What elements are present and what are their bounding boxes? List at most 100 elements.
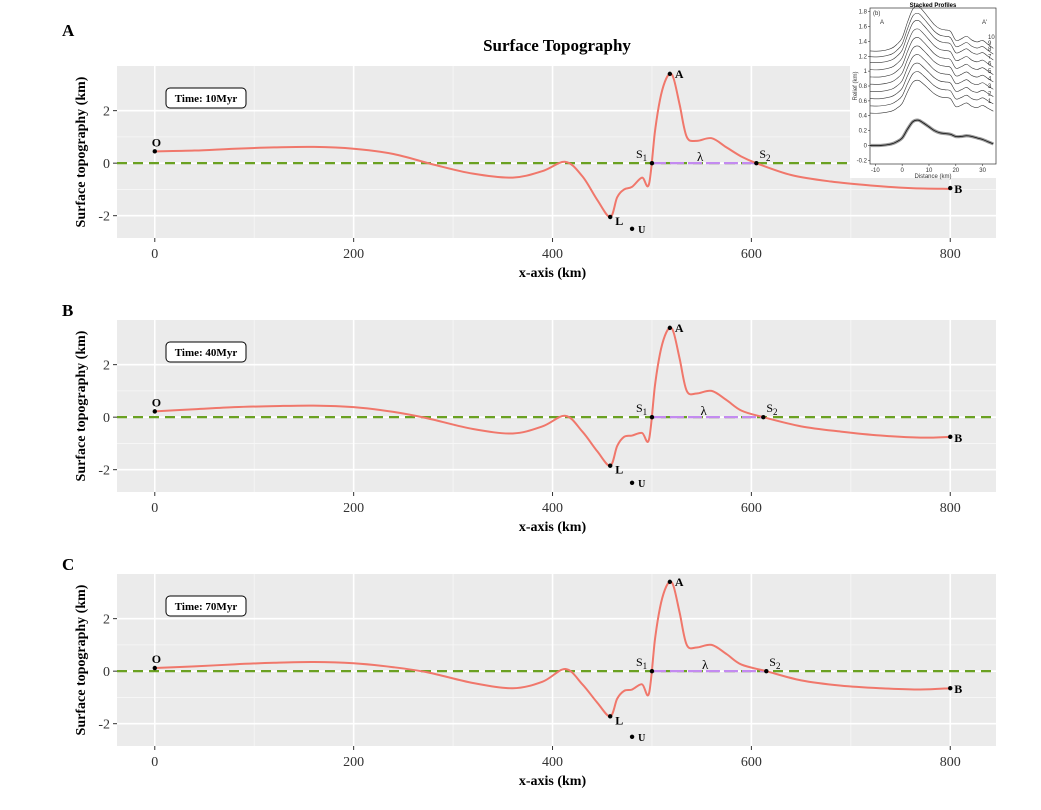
point-l [607, 214, 613, 220]
inset-y-tick-label: 1.8 [859, 10, 868, 16]
inset-profile-line [869, 20, 994, 63]
point-b [948, 185, 953, 191]
x-tick-label: 800 [940, 247, 961, 262]
topography-line [154, 72, 951, 218]
time-label-box: Time: 40Myr [165, 341, 247, 363]
point-label-b: B [954, 431, 962, 445]
y-tick-label: 2 [103, 613, 110, 628]
inset-profile-number: 3 [988, 84, 992, 90]
topography-line [154, 326, 951, 467]
point-label-u: U [638, 225, 645, 236]
y-axis-title: Surface topography (km) [74, 584, 89, 735]
inset-y-tick-label: 0.6 [859, 99, 868, 105]
point-label-l: L [615, 463, 623, 477]
inset-profile-number: 2 [988, 91, 992, 97]
point-label-s1: S1 [636, 147, 647, 163]
point-label-b: B [954, 682, 962, 696]
inset-background [850, 2, 997, 178]
y-tick-label: 0 [103, 157, 110, 172]
inset-base-profile [869, 119, 994, 146]
inset-y-tick-label: 1.2 [859, 54, 868, 60]
point-s2 [761, 414, 766, 420]
x-tick-label: 0 [151, 755, 158, 770]
lambda-label: λ [702, 657, 709, 672]
y-tick-label: 2 [103, 359, 110, 374]
inset-x-tick-label: 10 [926, 168, 933, 174]
point-label-l: L [615, 214, 623, 228]
inset-y-tick-label: 1 [864, 69, 868, 75]
panel-b: B 0 200 400 600 800 -2 0 2 x-axis (km) Surface top… [62, 301, 996, 535]
point-o [152, 665, 157, 671]
x-tick-label: 0 [151, 247, 158, 262]
point-u [629, 734, 635, 740]
y-tick-label: -2 [98, 464, 110, 479]
y-axis-title: Surface topography (km) [74, 76, 89, 227]
inset-corner-label-a: A [880, 20, 884, 26]
inset-profile-line [869, 79, 994, 114]
y-tick-label: -2 [98, 210, 110, 225]
y-tick-label: 2 [103, 105, 110, 120]
y-tick-label: -2 [98, 718, 110, 733]
point-o [152, 409, 157, 414]
inset-profile-number: 6 [988, 62, 992, 68]
point-label-u: U [638, 479, 645, 490]
inset-profile-line [869, 5, 994, 52]
inset-x-tick-label: 20 [952, 168, 959, 174]
panel-c: C 0 200 400 600 800 -2 0 2 x-axis (km) Surface top… [62, 555, 996, 789]
point-a [667, 579, 673, 585]
chart-title: Surface Topography [483, 36, 631, 55]
inset-x-axis-title: Distance (km) [914, 174, 951, 180]
x-tick-label: 400 [542, 501, 563, 516]
point-label-o: O [152, 652, 161, 666]
plot-background [117, 574, 996, 746]
panel-letter: A [62, 21, 75, 40]
lambda-label: λ [697, 149, 704, 164]
x-tick-label: 0 [151, 501, 158, 516]
x-tick-label: 800 [940, 755, 961, 770]
point-o [152, 149, 157, 154]
x-tick-label: 600 [741, 247, 762, 262]
point-l [607, 463, 613, 468]
inset-profile-number: 7 [988, 54, 992, 60]
time-label: Time: 70Myr [175, 601, 238, 613]
point-label-o: O [152, 135, 161, 149]
inset-x-tick-label: 30 [979, 168, 986, 174]
point-label-l: L [615, 713, 623, 727]
inset-x-tick-label: -10 [871, 168, 880, 174]
x-axis-title: x-axis (km) [519, 774, 587, 789]
point-u [629, 480, 635, 486]
point-s1 [649, 160, 655, 166]
inset-title: Stacked Profiles [910, 3, 957, 9]
inset-profile-number: 10 [988, 35, 995, 41]
inset-profile-line [869, 54, 994, 92]
time-label: Time: 40Myr [175, 347, 238, 359]
point-b [948, 686, 953, 691]
point-a [667, 71, 673, 77]
point-label-a: A [675, 575, 684, 589]
point-label-a: A [675, 67, 684, 81]
point-s1 [649, 668, 655, 674]
x-tick-label: 200 [343, 755, 364, 770]
inset-profile-number: 8 [988, 47, 992, 53]
inset-x-tick-label: 0 [900, 168, 904, 174]
point-label-s1: S1 [636, 401, 647, 417]
x-tick-label: 800 [940, 501, 961, 516]
point-a [667, 325, 673, 331]
lambda-label: λ [700, 403, 707, 418]
x-tick-label: 200 [343, 501, 364, 516]
point-s1 [649, 414, 655, 420]
point-s2 [764, 668, 769, 674]
panel-letter: C [62, 555, 74, 574]
inset-panel-tag: (b) [873, 11, 880, 17]
point-label-s2: S2 [766, 401, 777, 417]
point-label-s2: S2 [769, 655, 780, 671]
inset-y-tick-label: 1.6 [859, 25, 868, 31]
inset-profile-line [869, 62, 994, 100]
point-label-o: O [152, 395, 161, 409]
point-s2 [754, 160, 759, 166]
inset-y-tick-label: -0.2 [857, 158, 868, 164]
inset-profile-number: 5 [988, 69, 992, 75]
